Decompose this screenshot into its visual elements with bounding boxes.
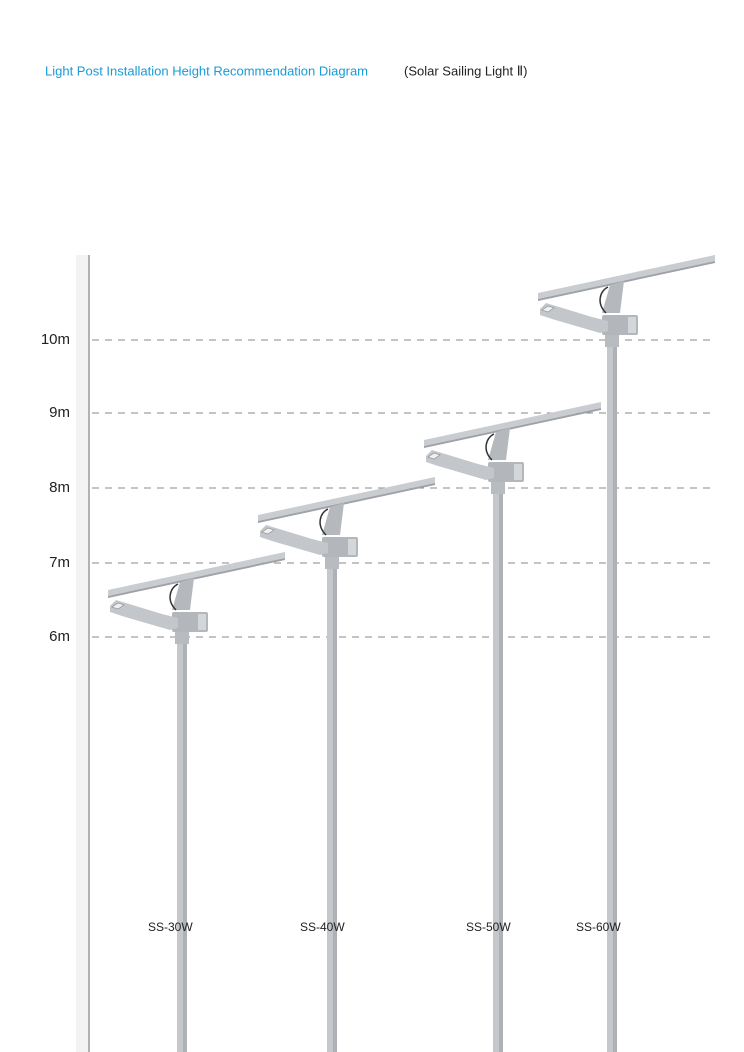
- pole-shade: [333, 565, 337, 1052]
- lamp-head: [260, 525, 328, 555]
- panel-mount: [322, 503, 344, 535]
- lamp-lens: [111, 602, 125, 610]
- pole-collar: [605, 335, 619, 347]
- title-main: Light Post Installation Height Recommend…: [45, 63, 368, 78]
- bracket-face: [198, 614, 206, 630]
- height-label: 9m: [49, 404, 70, 421]
- street-light: SS-50W: [424, 402, 601, 1052]
- solar-panel-edge: [108, 558, 285, 598]
- poles: SS-30W SS-40W SS-50W SS-60W: [108, 255, 715, 1052]
- height-label: 7m: [49, 554, 70, 571]
- cable: [599, 286, 609, 314]
- pole-collar: [175, 632, 189, 644]
- bracket-face: [628, 317, 636, 333]
- solar-panel-edge: [258, 483, 435, 523]
- height-label: 10m: [41, 331, 70, 348]
- product-label: SS-40W: [300, 920, 345, 934]
- cable: [319, 508, 329, 536]
- pole-shade: [499, 490, 503, 1052]
- lamp-lens: [541, 305, 555, 313]
- pole: [493, 490, 503, 1052]
- axis-band: [76, 255, 89, 1052]
- solar-panel-edge: [538, 261, 715, 301]
- street-light: SS-40W: [258, 477, 435, 1052]
- pole-shade: [183, 640, 187, 1052]
- panel-mount: [488, 428, 510, 460]
- bracket-face: [514, 464, 522, 480]
- pole: [177, 640, 187, 1052]
- cable: [169, 583, 179, 611]
- street-light: SS-60W: [538, 255, 715, 1052]
- solar-panel-edge: [424, 408, 601, 448]
- panel-mount: [602, 281, 624, 313]
- height-label: 6m: [49, 628, 70, 645]
- lamp-lens: [261, 527, 275, 535]
- lamp-head: [110, 600, 178, 630]
- lamp-lens: [427, 452, 441, 460]
- solar-panel: [258, 477, 435, 521]
- height-label: 8m: [49, 479, 70, 496]
- product-label: SS-50W: [466, 920, 511, 934]
- solar-panel: [108, 552, 285, 596]
- solar-panel: [424, 402, 601, 446]
- product-label: SS-30W: [148, 920, 193, 934]
- street-light: SS-30W: [108, 552, 285, 1052]
- pole-shade: [613, 343, 617, 1052]
- cable: [485, 433, 495, 461]
- title-sub: (Solar Sailing Light Ⅱ): [404, 63, 527, 78]
- panel-mount: [172, 578, 194, 610]
- pole: [607, 343, 617, 1052]
- bracket-face: [348, 539, 356, 555]
- lamp-head: [426, 450, 494, 480]
- pole-collar: [325, 557, 339, 569]
- pole: [327, 565, 337, 1052]
- lamp-head: [540, 303, 608, 333]
- pole-collar: [491, 482, 505, 494]
- solar-panel: [538, 255, 715, 299]
- product-label: SS-60W: [576, 920, 621, 934]
